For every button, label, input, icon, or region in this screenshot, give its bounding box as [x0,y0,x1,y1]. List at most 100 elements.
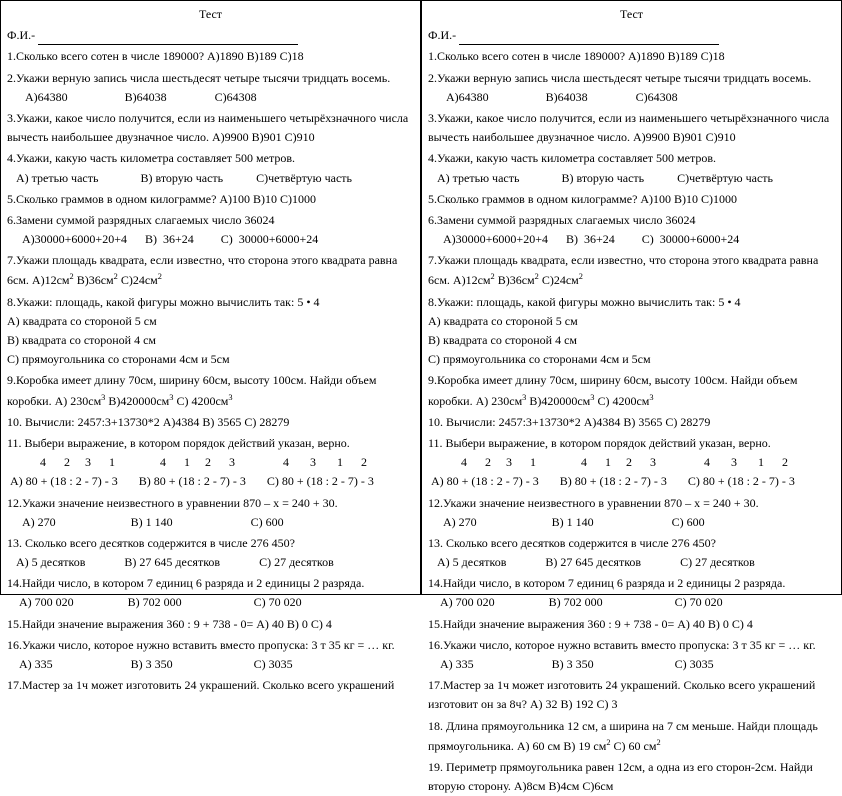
q12-opts: А) 270 В) 1 140 С) 600 [7,513,414,532]
fi-blank-line[interactable] [38,44,298,45]
q7b-a: 6см. А)12см [7,273,70,287]
q14-opts: А) 700 020 В) 702 000 С) 70 020 [428,593,835,612]
q13: 13. Сколько всего десятков содержится в … [428,534,835,553]
q2-opts: А)64380 В)64038 С)64308 [7,88,414,107]
q19b: вторую сторону. А)8см В)4см С)6см [428,777,835,796]
q9b-c: С) 4200см [597,394,649,408]
sup3: 3 [228,393,232,402]
q18: 18. Длина прямоугольника 12 см, а ширина… [428,717,835,736]
sup2: 2 [656,738,660,747]
q1: 1.Сколько всего сотен в числе 189000? А)… [428,47,835,66]
sup2: 2 [606,738,610,747]
sup2: 2 [535,272,539,281]
q7b-a: 6см. А)12см [428,273,491,287]
test-title-left: Тест [7,5,414,24]
q2: 2.Укажи верную запись числа шестьдесят ч… [428,69,835,88]
fi-blank-line[interactable] [459,44,719,45]
q9b: коробки. А) 230см3 В)420000см3 С) 4200см… [7,391,414,411]
q8: 8.Укажи: площадь, какой фигуры можно выч… [7,293,414,312]
q13-opts: А) 5 десятков В) 27 645 десятков С) 27 д… [428,553,835,572]
q8a: А) квадрата со стороной 5 см [428,312,835,331]
q6: 6.Замени суммой разрядных слагаемых числ… [428,211,835,230]
q17: 17.Мастер за 1ч может изготовить 24 укра… [7,676,414,695]
q9: 9.Коробка имеет длину 70см, ширину 60см,… [428,371,835,390]
q3: 3.Укажи, какое число получится, если из … [428,109,835,128]
q3b: вычесть наибольшее двузначное число. А)9… [7,128,414,147]
q15: 15.Найди значение выражения 360 : 9 + 73… [428,615,835,634]
q11-nums: 4 2 3 1 4 1 2 3 4 3 1 2 [7,453,414,472]
q14-opts: А) 700 020 В) 702 000 С) 70 020 [7,593,414,612]
q16: 16.Укажи число, которое нужно вставить в… [7,636,414,655]
q10: 10. Вычисли: 2457:3+13730*2 А)4384 В) 35… [428,413,835,432]
q11-nums: 4 2 3 1 4 1 2 3 4 3 1 2 [428,453,835,472]
q7b-c: С)24см [542,273,579,287]
fi-label: Ф.И.- [7,28,35,42]
q2: 2.Укажи верную запись числа шестьдесят ч… [7,69,414,88]
q6-opts: А)30000+6000+20+4 В) 36+24 С) 30000+6000… [428,230,835,249]
q4: 4.Укажи, какую часть километра составляе… [7,149,414,168]
sup3: 3 [101,393,105,402]
q4: 4.Укажи, какую часть километра составляе… [428,149,835,168]
q12: 12.Укажи значение неизвестного в уравнен… [428,494,835,513]
q8c: С) прямоугольника со сторонами 4см и 5см [7,350,414,369]
q10: 10. Вычисли: 2457:3+13730*2 А)4384 В) 35… [7,413,414,432]
q19: 19. Периметр прямоугольника равен 12см, … [428,758,835,777]
q8b: В) квадрата со стороной 4 см [7,331,414,350]
q3b: вычесть наибольшее двузначное число. А)9… [428,128,835,147]
sup3: 3 [590,393,594,402]
q5: 5.Сколько граммов в одном килограмме? А)… [7,190,414,209]
q17b: изготовит он за 8ч? А) 32 В) 192 С) 3 [428,695,835,714]
q4-opts: А) третью часть В) вторую часть С)четвёр… [428,169,835,188]
sup2: 2 [158,272,162,281]
q12-opts: А) 270 В) 1 140 С) 600 [428,513,835,532]
q7b-b: В)36см [77,273,114,287]
fi-row-right: Ф.И.- [428,26,835,45]
q5: 5.Сколько граммов в одном килограмме? А)… [428,190,835,209]
sup3: 3 [522,393,526,402]
q14: 14.Найди число, в котором 7 единиц 6 раз… [7,574,414,593]
q8a: А) квадрата со стороной 5 см [7,312,414,331]
sup2: 2 [579,272,583,281]
q9: 9.Коробка имеет длину 70см, ширину 60см,… [7,371,414,390]
sup3: 3 [169,393,173,402]
q9b-b: В)420000см [108,394,169,408]
q7b-c: С)24см [121,273,158,287]
q18b: прямоугольника. А) 60 см В) 19 см2 С) 60… [428,736,835,756]
q6: 6.Замени суммой разрядных слагаемых числ… [7,211,414,230]
q7: 7.Укажи площадь квадрата, если известно,… [7,251,414,270]
q11-opts: А) 80 + (18 : 2 - 7) - 3 В) 80 + (18 : 2… [7,472,414,491]
sup2: 2 [114,272,118,281]
q7: 7.Укажи площадь квадрата, если известно,… [428,251,835,270]
q11: 11. Выбери выражение, в котором порядок … [7,434,414,453]
q18b-a: прямоугольника. А) 60 см В) 19 см [428,739,606,753]
q8b: В) квадрата со стороной 4 см [428,331,835,350]
q9b-a: коробки. А) 230см [428,394,522,408]
q4-opts: А) третью часть В) вторую часть С)четвёр… [7,169,414,188]
q16-opts: А) 335 В) 3 350 С) 3035 [7,655,414,674]
test-title-right: Тест [428,5,835,24]
q16-opts: А) 335 В) 3 350 С) 3035 [428,655,835,674]
q1: 1.Сколько всего сотен в числе 189000? А)… [7,47,414,66]
left-column: Тест Ф.И.- 1.Сколько всего сотен в числе… [0,0,421,595]
right-column: Тест Ф.И.- 1.Сколько всего сотен в числе… [421,0,842,595]
sup2: 2 [70,272,74,281]
fi-label: Ф.И.- [428,28,456,42]
q14: 14.Найди число, в котором 7 единиц 6 раз… [428,574,835,593]
q18b-c: С) 60 см [614,739,657,753]
q12: 12.Укажи значение неизвестного в уравнен… [7,494,414,513]
q9b-a: коробки. А) 230см [7,394,101,408]
q9b-c: С) 4200см [176,394,228,408]
q7b-b: В)36см [498,273,535,287]
q9b-b: В)420000см [529,394,590,408]
q8c: С) прямоугольника со сторонами 4см и 5см [428,350,835,369]
q11: 11. Выбери выражение, в котором порядок … [428,434,835,453]
q16: 16.Укажи число, которое нужно вставить в… [428,636,835,655]
q7b: 6см. А)12см2 В)36см2 С)24см2 [7,270,414,290]
q6-opts: А)30000+6000+20+4 В) 36+24 С) 30000+6000… [7,230,414,249]
q13-opts: А) 5 десятков В) 27 645 десятков С) 27 д… [7,553,414,572]
q17: 17.Мастер за 1ч может изготовить 24 укра… [428,676,835,695]
q8: 8.Укажи: площадь, какой фигуры можно выч… [428,293,835,312]
q2-opts: А)64380 В)64038 С)64308 [428,88,835,107]
q11-opts: А) 80 + (18 : 2 - 7) - 3 В) 80 + (18 : 2… [428,472,835,491]
sup2: 2 [491,272,495,281]
